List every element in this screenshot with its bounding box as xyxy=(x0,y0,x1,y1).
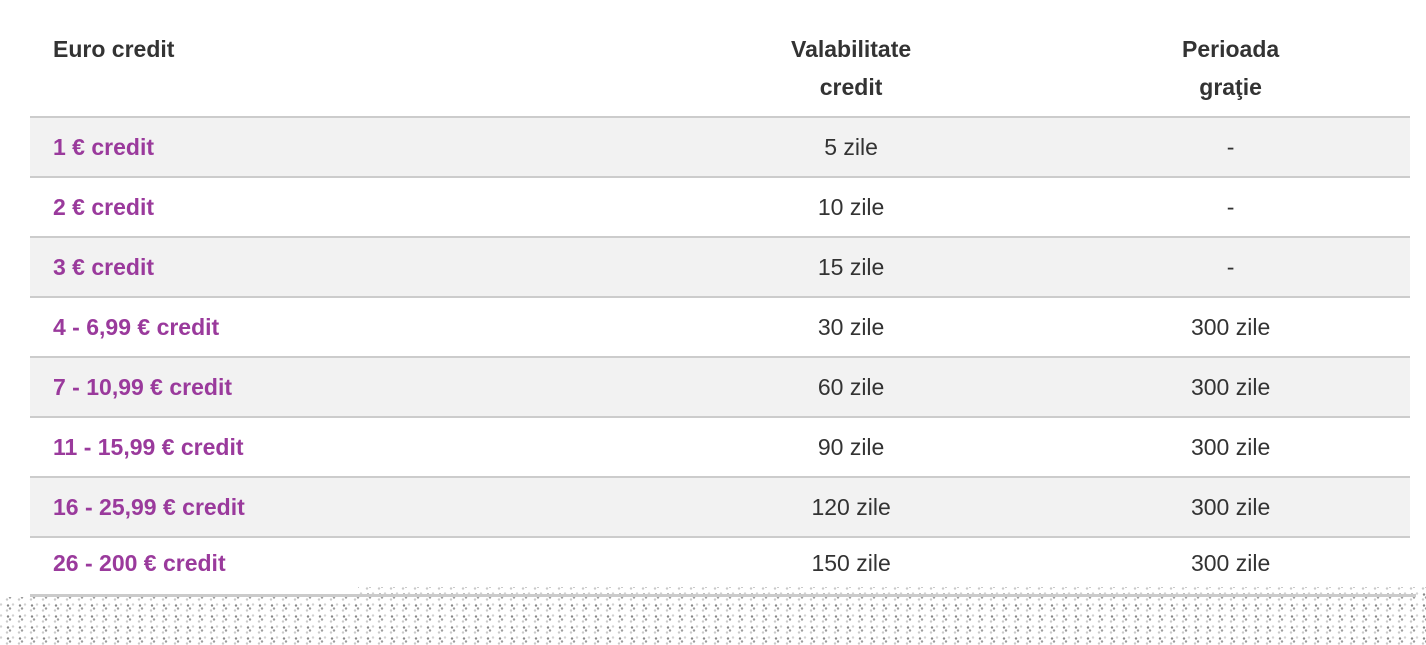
cell-grace: 300 zile xyxy=(1051,536,1410,588)
cell-credit: 1 € credit xyxy=(30,116,651,177)
cell-validity: 60 zile xyxy=(651,356,1052,417)
table-row: 26 - 200 € credit 150 zile 300 zile xyxy=(30,536,1410,588)
content-white-notch xyxy=(0,587,358,597)
table-row: 16 - 25,99 € credit 120 zile 300 zile xyxy=(30,476,1410,537)
cell-grace: 300 zile xyxy=(1051,356,1410,417)
cell-grace: - xyxy=(1051,176,1410,237)
table-row: 3 € credit 15 zile - xyxy=(30,236,1410,297)
table-header: Euro credit Valabilitate credit Perioada… xyxy=(30,20,1410,118)
cell-validity: 10 zile xyxy=(651,176,1052,237)
cell-credit: 26 - 200 € credit xyxy=(30,536,651,588)
credit-validity-table: Euro credit Valabilitate credit Perioada… xyxy=(30,20,1410,588)
cell-validity: 90 zile xyxy=(651,416,1052,477)
table-row: 4 - 6,99 € credit 30 zile 300 zile xyxy=(30,296,1410,357)
cell-validity: 150 zile xyxy=(651,536,1052,588)
table-row: 2 € credit 10 zile - xyxy=(30,176,1410,237)
table-row: 7 - 10,99 € credit 60 zile 300 zile xyxy=(30,356,1410,417)
table-row: 1 € credit 5 zile - xyxy=(30,116,1410,177)
cell-grace: 300 zile xyxy=(1051,296,1410,357)
cell-credit: 3 € credit xyxy=(30,236,651,297)
cell-credit: 16 - 25,99 € credit xyxy=(30,476,651,537)
cell-validity: 5 zile xyxy=(651,116,1052,177)
column-header-valabilitate-credit: Valabilitate credit xyxy=(651,20,1052,118)
cell-grace: - xyxy=(1051,236,1410,297)
cell-credit: 7 - 10,99 € credit xyxy=(30,356,651,417)
cell-grace: - xyxy=(1051,116,1410,177)
header-row: Euro credit Valabilitate credit Perioada… xyxy=(30,20,1410,118)
cell-credit: 4 - 6,99 € credit xyxy=(30,296,651,357)
cell-credit: 11 - 15,99 € credit xyxy=(30,416,651,477)
cell-grace: 300 zile xyxy=(1051,476,1410,537)
column-header-euro-credit: Euro credit xyxy=(30,20,651,118)
cell-validity: 120 zile xyxy=(651,476,1052,537)
cell-grace: 300 zile xyxy=(1051,416,1410,477)
cell-validity: 15 zile xyxy=(651,236,1052,297)
table-body: 1 € credit 5 zile - 2 € credit 10 zile -… xyxy=(30,116,1410,588)
table-row: 11 - 15,99 € credit 90 zile 300 zile xyxy=(30,416,1410,477)
column-header-perioada-gratie: Perioada graţie xyxy=(1051,20,1410,118)
bottom-divider-line xyxy=(30,594,1416,597)
cell-credit: 2 € credit xyxy=(30,176,651,237)
cell-validity: 30 zile xyxy=(651,296,1052,357)
